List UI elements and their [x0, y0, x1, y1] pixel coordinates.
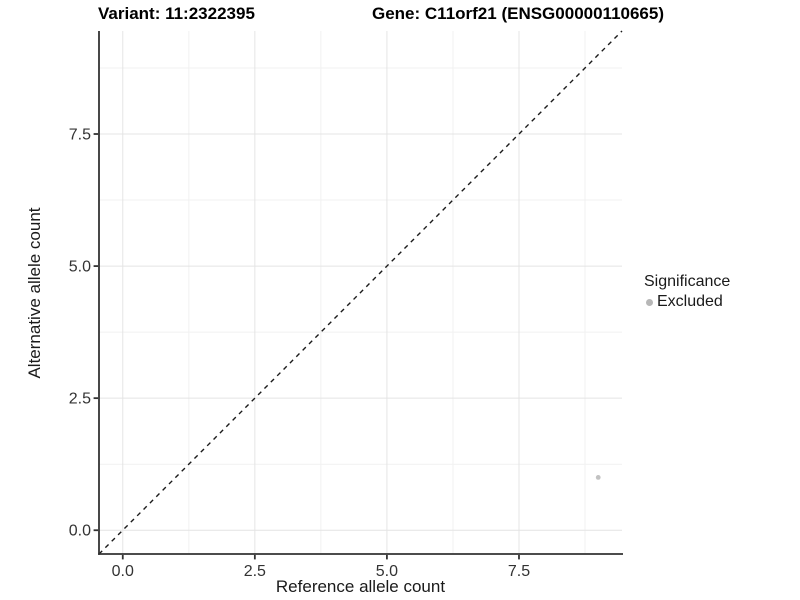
x-axis-title: Reference allele count	[275, 577, 446, 596]
y-tick-label: 2.5	[69, 391, 91, 408]
legend-point-icon	[646, 298, 653, 306]
y-tick-label: 7.5	[69, 127, 91, 144]
legend-title: Significance	[644, 273, 731, 290]
legend: Significance Excluded	[644, 272, 730, 311]
y-tick-label: 5.0	[69, 259, 91, 276]
data-point	[595, 474, 601, 480]
legend-item-label: Excluded	[657, 293, 723, 310]
variant-title: Variant: 11:2322395	[98, 4, 255, 23]
legend-items: Excluded	[644, 293, 730, 311]
x-tick-label: 5.0	[376, 563, 398, 580]
y-tick-label: 0.0	[69, 523, 91, 540]
x-tick-label: 2.5	[244, 563, 266, 580]
identity-reference-line	[98, 30, 623, 555]
y-axis-title: Alternative allele count	[25, 207, 44, 379]
x-tick-label: 0.0	[112, 563, 134, 580]
x-tick-label: 7.5	[508, 563, 530, 580]
gene-title: Gene: C11orf21 (ENSG00000110665)	[372, 4, 665, 23]
legend-item: Excluded	[644, 293, 730, 311]
